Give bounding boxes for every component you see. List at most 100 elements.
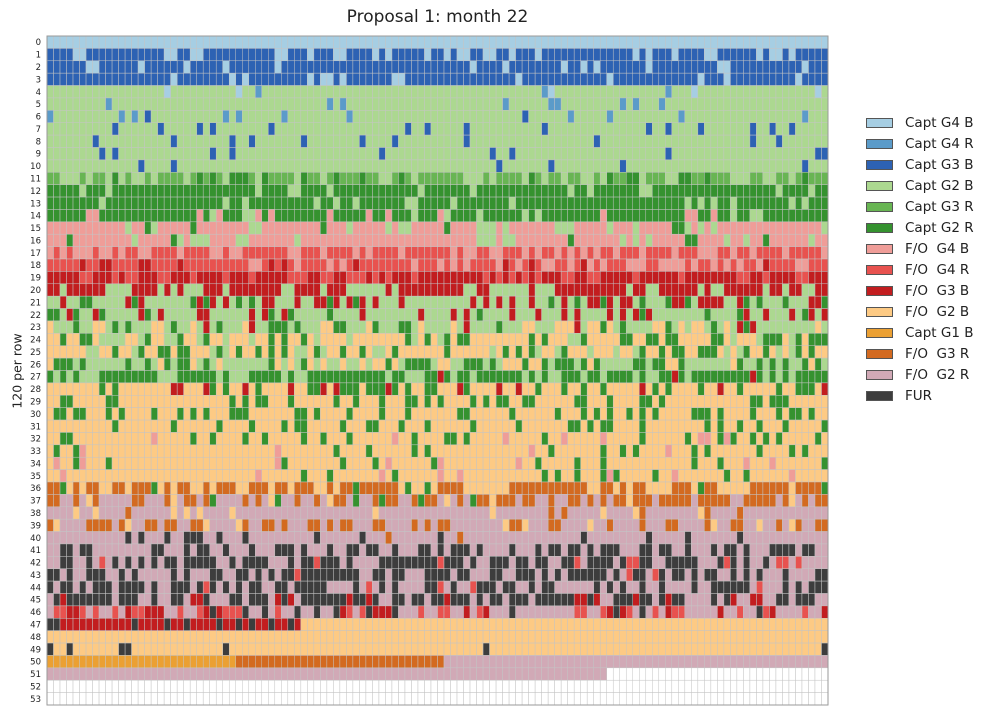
heatmap-cell xyxy=(521,209,529,223)
heatmap-cell xyxy=(450,97,458,111)
heatmap-cell xyxy=(691,395,699,408)
heatmap-cell xyxy=(788,382,796,396)
heatmap-cell xyxy=(281,308,289,322)
heatmap-cell xyxy=(137,345,145,359)
heatmap-cell xyxy=(730,531,738,545)
heatmap-cell xyxy=(268,271,276,285)
heatmap-cell xyxy=(326,432,334,446)
heatmap-cell xyxy=(228,506,236,520)
heatmap-cell xyxy=(378,283,386,297)
heatmap-cell xyxy=(242,407,250,421)
heatmap-cell xyxy=(573,432,581,446)
heatmap-cell xyxy=(209,246,217,260)
heatmap-cell xyxy=(255,246,263,260)
heatmap-cell xyxy=(274,456,282,470)
heatmap-cell xyxy=(365,72,373,86)
heatmap-cell xyxy=(157,258,165,272)
heatmap-cell xyxy=(398,469,406,483)
heatmap-cell xyxy=(541,357,549,371)
heatmap-cell xyxy=(502,246,510,260)
heatmap-cell xyxy=(170,184,178,198)
heatmap-cell xyxy=(658,72,666,86)
heatmap-cell xyxy=(313,221,321,235)
heatmap-cell xyxy=(411,518,419,532)
heatmap-cell xyxy=(391,85,399,99)
heatmap-cell xyxy=(515,196,523,210)
heatmap-cell xyxy=(170,469,178,483)
heatmap-cell xyxy=(645,407,653,421)
heatmap-cell xyxy=(228,134,236,148)
heatmap-cell xyxy=(704,271,712,285)
heatmap-cell xyxy=(398,444,406,458)
heatmap-cell xyxy=(189,159,197,173)
heatmap-cell xyxy=(274,357,282,371)
heatmap-cell xyxy=(743,395,751,408)
heatmap-cell xyxy=(66,518,74,532)
heatmap-cell xyxy=(645,444,653,458)
heatmap-cell xyxy=(359,407,367,421)
heatmap-cell xyxy=(281,494,289,508)
heatmap-cell xyxy=(528,72,536,86)
heatmap-cell xyxy=(196,382,204,396)
heatmap-cell xyxy=(274,271,282,285)
heatmap-cell xyxy=(320,357,328,371)
heatmap-cell xyxy=(476,506,484,520)
heatmap-cell xyxy=(743,382,751,396)
heatmap-cell xyxy=(131,370,139,384)
heatmap-cell xyxy=(248,320,256,334)
heatmap-cell xyxy=(639,196,647,210)
heatmap-cell xyxy=(144,395,152,408)
heatmap-cell xyxy=(313,469,321,483)
heatmap-cell xyxy=(469,246,477,260)
heatmap-cell xyxy=(665,221,673,235)
heatmap-cell xyxy=(652,48,660,62)
heatmap-cell xyxy=(222,159,230,173)
heatmap-cell xyxy=(417,370,425,384)
heatmap-cell xyxy=(795,196,803,210)
heatmap-cell xyxy=(215,444,223,458)
heatmap-cell xyxy=(775,494,783,508)
heatmap-cell xyxy=(163,444,171,458)
heatmap-cell xyxy=(795,258,803,272)
heatmap-cell xyxy=(515,456,523,470)
heatmap-cell xyxy=(808,196,816,210)
heatmap-cell xyxy=(489,370,497,384)
heatmap-cell xyxy=(261,518,269,532)
heatmap-cell xyxy=(723,209,731,223)
heatmap-cell xyxy=(645,35,653,49)
heatmap-cell xyxy=(567,506,575,520)
heatmap-cell xyxy=(118,395,126,408)
heatmap-cell xyxy=(287,382,295,396)
heatmap-cell xyxy=(684,320,692,334)
heatmap-cell xyxy=(307,258,315,272)
heatmap-cell xyxy=(359,432,367,446)
heatmap-cell xyxy=(606,184,614,198)
heatmap-cell xyxy=(163,345,171,359)
heatmap-cell xyxy=(294,172,302,185)
heatmap-cell xyxy=(723,184,731,198)
heatmap-cell xyxy=(391,72,399,86)
heatmap-cell xyxy=(131,134,139,148)
heatmap-cell xyxy=(150,110,158,123)
heatmap-cell xyxy=(150,481,158,495)
heatmap-cell xyxy=(320,60,328,74)
heatmap-cell xyxy=(176,444,184,458)
heatmap-cell xyxy=(749,531,757,545)
heatmap-cell xyxy=(98,246,106,260)
heatmap-cell xyxy=(66,295,74,309)
heatmap-cell xyxy=(541,48,549,62)
heatmap-cell xyxy=(46,271,54,285)
heatmap-cell xyxy=(385,60,393,74)
heatmap-cell xyxy=(502,370,510,384)
heatmap-cell xyxy=(658,494,666,508)
heatmap-cell xyxy=(489,456,497,470)
heatmap-cell xyxy=(541,147,549,161)
heatmap-cell xyxy=(196,333,204,346)
heatmap-cell xyxy=(612,333,620,346)
heatmap-cell xyxy=(248,432,256,446)
heatmap-cell xyxy=(645,469,653,483)
heatmap-cell xyxy=(385,543,393,557)
heatmap-cell xyxy=(378,518,386,532)
heatmap-cell xyxy=(111,382,119,396)
heatmap-cell xyxy=(46,456,54,470)
